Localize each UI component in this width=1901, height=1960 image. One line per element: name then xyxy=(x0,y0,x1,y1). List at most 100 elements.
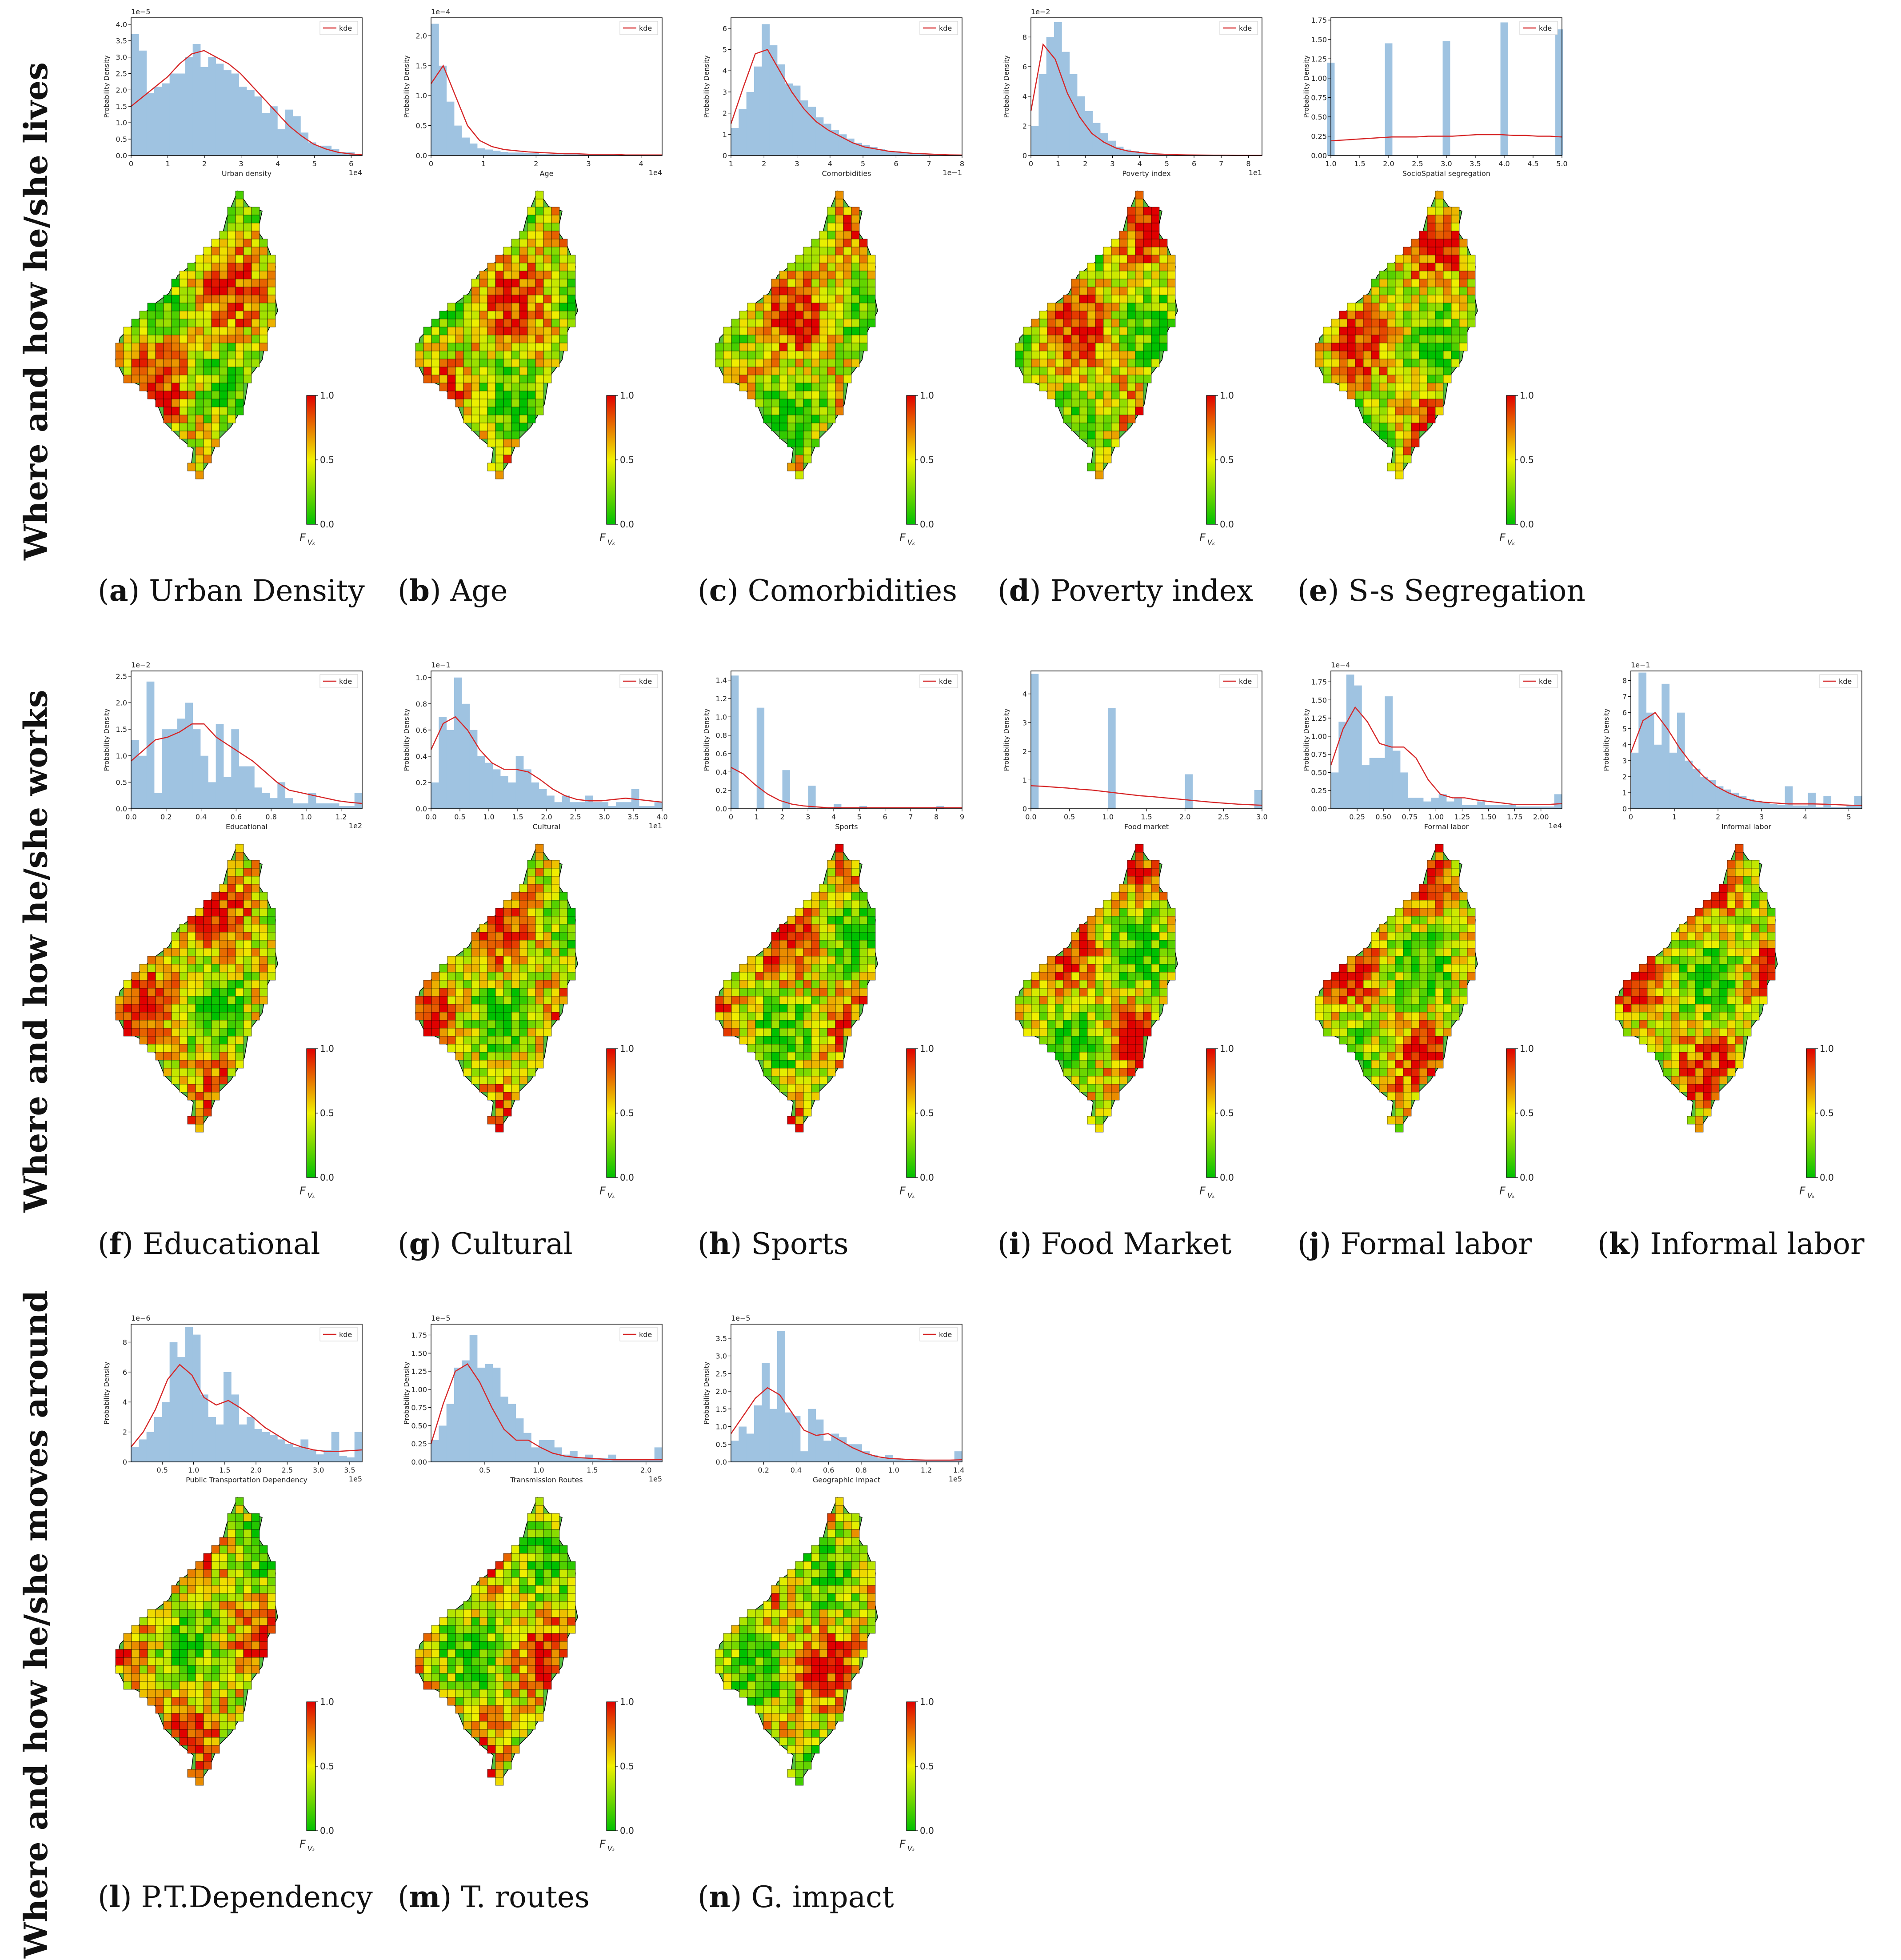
map-cell xyxy=(1331,980,1340,989)
map-cell xyxy=(1419,327,1428,335)
map-cell xyxy=(195,287,204,295)
plot-frame xyxy=(131,671,363,809)
map-cell xyxy=(1063,343,1072,351)
map-cell xyxy=(543,1020,552,1029)
map-cell xyxy=(203,423,212,431)
map-cell xyxy=(1119,279,1128,287)
map-cell xyxy=(1411,940,1420,949)
map-cell xyxy=(235,311,244,319)
map-cell xyxy=(1331,988,1340,997)
map-cell xyxy=(803,1084,812,1093)
map-cell xyxy=(543,335,552,343)
map-cell xyxy=(1395,996,1404,1005)
map-cell xyxy=(1727,996,1736,1005)
map-cell xyxy=(1055,956,1064,965)
map-cell xyxy=(1727,1028,1736,1037)
map-cell xyxy=(843,876,852,885)
map-cell xyxy=(1727,868,1736,877)
map-cell xyxy=(1371,415,1380,423)
x-tick-label: 0 xyxy=(1629,813,1633,821)
map-cell xyxy=(795,447,804,455)
map-cell xyxy=(519,1012,528,1021)
map-cell xyxy=(243,295,252,303)
map-cell xyxy=(795,1068,804,1077)
x-tick-label: 2 xyxy=(534,160,538,168)
map-cell xyxy=(1403,932,1412,941)
map-cell xyxy=(559,908,568,917)
map-cell xyxy=(567,279,576,287)
map-cell xyxy=(1427,247,1436,255)
map-cell xyxy=(779,948,788,957)
map-cell xyxy=(1055,964,1064,973)
map-cell xyxy=(267,908,276,917)
map-cell xyxy=(115,343,124,351)
map-cell xyxy=(251,231,260,240)
map-cell xyxy=(1727,988,1736,997)
map-cell xyxy=(235,199,244,208)
map-cell xyxy=(163,988,172,997)
map-cell xyxy=(1371,351,1380,359)
map-cell xyxy=(1443,223,1452,232)
map-cell xyxy=(851,868,860,877)
map-cell xyxy=(1095,1084,1104,1093)
histogram-bar xyxy=(1054,22,1062,156)
map-cell xyxy=(1151,263,1160,271)
map-cell xyxy=(471,980,480,989)
histogram-bar xyxy=(1162,154,1170,156)
map-cell xyxy=(739,343,748,351)
map-cell xyxy=(1387,1012,1396,1021)
map-cell xyxy=(1719,1060,1728,1069)
map-cell xyxy=(1767,916,1776,925)
map-cell xyxy=(715,343,724,351)
map-cell xyxy=(1459,239,1468,247)
histogram-j: 0.000.250.500.751.001.251.501.751e−40.25… xyxy=(1302,661,1562,831)
x-tick-label: 2.0 xyxy=(250,1466,261,1474)
map-cell xyxy=(487,407,496,415)
histogram-bar xyxy=(1385,43,1393,156)
map-cell xyxy=(1111,415,1120,423)
map-cell xyxy=(1079,948,1088,957)
map-cell xyxy=(1387,940,1396,949)
map-cell xyxy=(567,956,576,965)
map-cell xyxy=(803,1020,812,1029)
map-cell xyxy=(1403,335,1412,343)
map-cell xyxy=(259,964,268,973)
map-cell xyxy=(487,1020,496,1029)
map-cell xyxy=(827,892,836,901)
map-cell xyxy=(503,940,512,949)
colorbar-label: F xyxy=(1199,531,1206,544)
map-cell xyxy=(519,1028,528,1037)
map-cell xyxy=(1379,980,1388,989)
map-cell xyxy=(1039,1012,1048,1021)
map-cell xyxy=(1395,1012,1404,1021)
map-cell xyxy=(551,876,560,885)
map-cell xyxy=(1371,1004,1380,1013)
map-cell xyxy=(503,900,512,909)
panel-c: 0 1 2 3 4 5 6 1 2 3 4 5 6 7 8 1e−1 Comorbidities Probabil… xyxy=(698,0,982,631)
map-cell xyxy=(1151,868,1160,877)
map-cell xyxy=(495,940,504,949)
map-cell xyxy=(803,279,812,287)
map-cell xyxy=(211,964,220,973)
map-cell xyxy=(179,335,188,343)
map-cell xyxy=(455,311,464,319)
map-cell xyxy=(1435,239,1444,247)
map-cell xyxy=(1387,1116,1396,1125)
map-cell xyxy=(1087,1060,1096,1069)
map-cell xyxy=(1419,383,1428,391)
map-cell xyxy=(227,860,236,869)
x-tick-label: 3 xyxy=(239,160,244,168)
map-cell xyxy=(1711,1076,1720,1085)
map-cell xyxy=(1679,972,1688,981)
map-cell xyxy=(1655,956,1664,965)
map-cell xyxy=(535,900,544,909)
map-cell xyxy=(535,1044,544,1053)
map-cell xyxy=(1451,287,1460,295)
map-cell xyxy=(203,351,212,359)
map-cell xyxy=(1703,1044,1712,1053)
x-tick-label: 0.50 xyxy=(1375,813,1391,821)
map-cell xyxy=(1751,948,1760,957)
map-cell xyxy=(163,303,172,311)
map-cell xyxy=(203,1100,212,1109)
map-cell xyxy=(1159,279,1168,287)
